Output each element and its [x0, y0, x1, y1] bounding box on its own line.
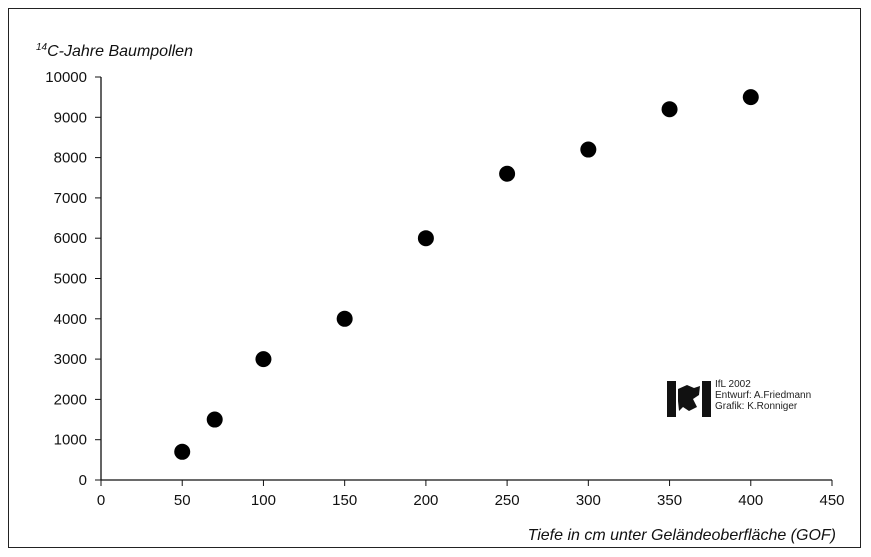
credit-text: IfL 2002 Entwurf: A.Friedmann Grafik: K.…: [715, 379, 811, 412]
x-axis-ticks: 0 50 100 150 200 250 300 350 400 450: [97, 480, 845, 509]
credit-line-2: Entwurf: A.Friedmann: [715, 390, 812, 401]
chart-frame: [8, 8, 861, 548]
data-point: [336, 310, 353, 327]
x-tick-label: 300: [576, 492, 601, 509]
y-tick-label: 0: [79, 472, 87, 489]
x-tick-label: 150: [332, 492, 357, 509]
y-tick-label: 4000: [54, 311, 87, 328]
x-axis-title: Tiefe in cm unter Geländeoberfläche (GOF…: [528, 527, 836, 544]
data-point: [499, 165, 516, 182]
credit-block: IfL 2002 Entwurf: A.Friedmann Grafik: K.…: [667, 379, 847, 421]
ifl-logo-icon: [667, 381, 711, 417]
data-point: [580, 141, 597, 158]
y-tick-label: 8000: [54, 150, 87, 167]
data-point: [255, 351, 272, 368]
y-tick-label: 7000: [54, 190, 87, 207]
y-tick-label: 6000: [54, 230, 87, 247]
x-tick-label: 250: [495, 492, 520, 509]
y-tick-label: 1000: [54, 432, 87, 449]
y-axis-ticks: 0 1000 2000 3000 4000 5000 6000 7000 8000 9000 100…: [45, 69, 101, 489]
x-tick-label: 200: [413, 492, 438, 509]
y-axis-title: 14C-Jahre Baumpollen: [36, 42, 193, 60]
data-points: [174, 89, 759, 460]
y-tick-label: 2000: [54, 391, 87, 408]
data-point: [417, 230, 434, 247]
y-axis-title-superscript: 14: [36, 42, 48, 53]
x-tick-label: 100: [251, 492, 276, 509]
x-tick-label: 400: [738, 492, 763, 509]
y-tick-label: 5000: [54, 271, 87, 288]
data-point: [661, 101, 678, 118]
y-tick-label: 10000: [45, 69, 87, 86]
data-point: [174, 443, 191, 460]
y-tick-label: 9000: [54, 109, 87, 126]
y-axis-title-main: C-Jahre Baumpollen: [47, 43, 193, 60]
x-tick-label: 450: [819, 492, 844, 509]
credit-line-1: IfL 2002: [715, 379, 751, 390]
y-tick-label: 3000: [54, 351, 87, 368]
credit-line-3: Grafik: K.Ronniger: [715, 401, 798, 412]
x-tick-label: 50: [174, 492, 191, 509]
x-tick-label: 0: [97, 492, 105, 509]
data-point: [206, 411, 223, 428]
x-tick-label: 350: [657, 492, 682, 509]
data-point: [742, 89, 759, 106]
